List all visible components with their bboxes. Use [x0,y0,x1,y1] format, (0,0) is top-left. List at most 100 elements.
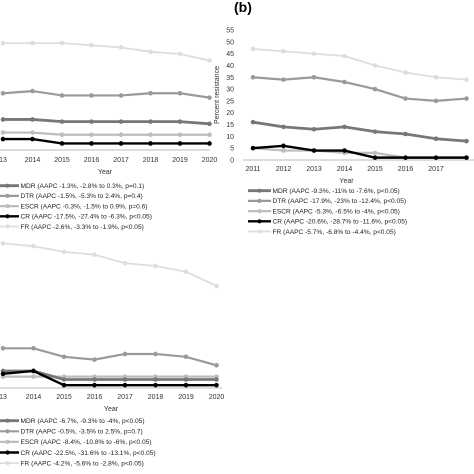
y-tick-label: 5 [230,146,234,153]
chart-panel-b: 0 5 10 15 20 25 30 35 40 45 50 55 Percent resistance… [214,28,474,236]
data-point [403,70,408,75]
data-point [59,119,65,124]
data-point [0,117,6,122]
y-tick-label: 35 [226,75,234,82]
legend-marker [5,461,10,466]
data-point [0,90,6,96]
data-point [89,119,94,124]
data-point [122,377,128,382]
legend-marker [5,193,10,198]
data-point [61,382,67,388]
data-point [59,141,65,146]
x-tick-label: 2014 [25,157,41,164]
x-tick-label: 2013 [306,166,322,173]
data-point [31,374,36,379]
data-point [464,96,469,101]
x-axis-title: Year [339,178,354,185]
data-point [250,145,256,151]
legend-entry: MDR (AAPC -9.3%, -11% to -7.6%, p<0.05) [273,188,400,195]
x-tick-label: 2014 [26,394,42,401]
x-tick-label: 2012 [276,166,292,173]
y-tick-label: 0 [230,158,234,165]
data-point [207,141,212,146]
series-line [252,144,467,159]
x-tick-label: 2015 [367,166,383,173]
series-line [252,48,467,81]
data-point [122,351,128,357]
data-point [148,119,153,124]
data-point [403,155,408,160]
data-point [214,363,219,368]
data-point [89,42,94,48]
x-tick-label: 2014 [337,166,353,173]
data-point [118,132,124,138]
data-point [59,93,65,98]
legend-marker [5,439,10,444]
data-point [177,90,183,96]
series-line [3,137,210,145]
data-point [433,155,439,160]
legend-entry: CR (AAPC -17.5%, -27.4% to -6.3%, p<0.05… [21,214,152,221]
data-point [92,252,97,257]
data-point [92,377,97,382]
data-point [372,155,378,160]
data-point [403,96,408,101]
legend-entry: CR (AAPC -22.5%, -31.6% to -13.1%, p<0.0… [21,450,156,457]
data-point [0,136,6,142]
data-point [30,117,35,122]
series-line [3,118,210,126]
legend-entry: FR (AAPC -2.6%, -3.3% to -1.9%, p<0.05) [21,224,144,231]
data-point [342,53,347,59]
data-point [311,74,317,80]
data-point [118,45,124,50]
legend-entry: CR (AAPC -20.6%, -28.7% to -11.6%, p<0.0… [273,219,408,226]
data-point [89,132,94,138]
y-tick-label: 15 [226,122,234,129]
x-tick-label: 2016 [84,157,100,164]
series-line [3,347,217,367]
series-line [3,42,210,62]
data-point [281,48,286,54]
data-point [118,141,124,146]
legend-entry: FR (AAPC -5.7%, -6.8% to -4.4%, p<0.05) [273,229,396,236]
panel-b-label: (b) [234,0,252,15]
y-tick-label: 40 [226,63,234,70]
data-point [0,345,6,351]
data-point [153,377,158,382]
x-tick-label: 2020 [202,157,218,164]
data-point [250,46,256,52]
data-point [281,148,286,153]
x-tick-label: 2019 [178,394,194,401]
data-point [61,377,67,382]
data-point [153,351,158,357]
chart-panel-c: 13 2014 2015 2016 2017 2018 2019 2020 Year MDR (A… [0,241,224,467]
x-tick-label: 2018 [148,394,164,401]
x-tick-label: 2020 [209,394,225,401]
data-point [311,148,317,153]
x-tick-label: 13 [0,157,7,164]
data-point [177,51,183,57]
legend-entry: ESCR (AAPC -8.4%, -10.8% to -6%, p<0.05) [21,439,152,446]
x-tick-label: 2017 [428,166,444,173]
data-point [250,119,256,125]
data-point [148,49,153,55]
data-point [59,40,65,46]
legend-marker [5,183,10,188]
chart-panel-a: 13 2014 2015 2016 2017 2018 2019 2020 Year MDR (A… [0,40,218,231]
series-line [252,120,467,143]
legend-marker [5,429,10,434]
data-point [89,93,94,98]
legend-marker [5,214,10,219]
data-point [0,130,6,135]
data-point [59,132,65,138]
y-tick-label: 50 [226,39,234,46]
data-point [153,263,158,269]
series-line [2,369,217,387]
data-point [342,124,347,130]
y-axis-title: Percent resistance [214,66,221,124]
data-point [92,382,97,388]
data-point [250,74,256,80]
y-tick-label: 10 [226,134,234,141]
y-tick-label: 25 [226,98,234,105]
legend-marker [257,198,262,203]
